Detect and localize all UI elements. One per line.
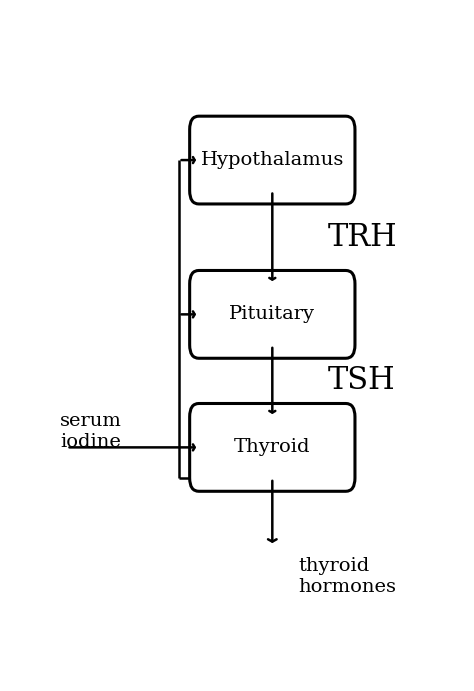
Text: thyroid
hormones: thyroid hormones xyxy=(298,557,396,596)
FancyBboxPatch shape xyxy=(190,116,355,204)
FancyBboxPatch shape xyxy=(190,270,355,358)
Text: Hypothalamus: Hypothalamus xyxy=(201,151,344,169)
Text: Pituitary: Pituitary xyxy=(229,305,315,323)
FancyBboxPatch shape xyxy=(190,404,355,491)
Text: TSH: TSH xyxy=(328,366,395,397)
Text: TRH: TRH xyxy=(328,222,397,253)
Text: Thyroid: Thyroid xyxy=(234,438,310,456)
Text: serum
iodine: serum iodine xyxy=(60,412,121,451)
